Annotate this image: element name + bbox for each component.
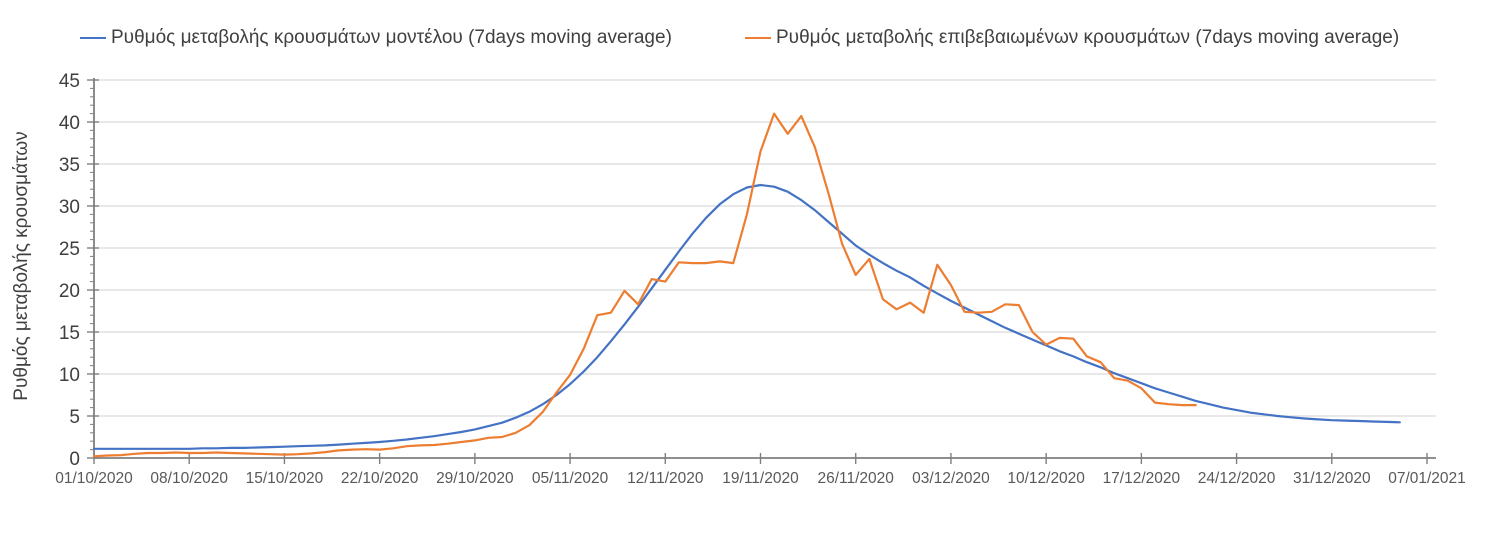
x-tick-label: 17/12/2020: [1103, 470, 1181, 487]
y-tick-label: 5: [69, 407, 80, 428]
series-line-confirmed: [92, 112, 1197, 458]
x-tick-label: 19/11/2020: [722, 470, 799, 487]
x-tick-label: 31/12/2020: [1293, 470, 1371, 487]
series-line-model: [92, 183, 1401, 450]
x-tick-label: 10/12/2020: [1007, 470, 1085, 487]
x-tick-label: 22/10/2020: [341, 470, 419, 487]
legend-item-model: Ρυθμός μεταβολής κρουσμάτων μοντέλου (7d…: [80, 27, 672, 49]
x-tick-label: 29/10/2020: [436, 470, 514, 487]
x-tick-label: 26/11/2020: [817, 470, 894, 487]
y-tick-label: 30: [59, 197, 80, 218]
x-tick-label: 05/11/2020: [532, 470, 609, 487]
x-tick-label: 24/12/2020: [1198, 470, 1276, 487]
x-tick-label: 01/10/2020: [55, 470, 133, 487]
legend-item-confirmed: Ρυθμός μεταβολής επιβεβαιωμένων κρουσμάτ…: [745, 27, 1399, 49]
x-tick-label: 07/01/2021: [1388, 470, 1466, 487]
y-tick-label: 10: [59, 365, 80, 386]
legend-label-model: Ρυθμός μεταβολής κρουσμάτων μοντέλου (7d…: [111, 27, 672, 48]
legend: Ρυθμός μεταβολής κρουσμάτων μοντέλου (7d…: [0, 27, 1485, 53]
legend-line-icon-confirmed: [745, 37, 771, 39]
y-tick-label: 35: [59, 155, 80, 176]
y-tick-label: 40: [59, 113, 80, 134]
x-tick-label: 03/12/2020: [912, 470, 990, 487]
y-tick-label: 45: [59, 71, 80, 92]
x-tick-label: 12/11/2020: [627, 470, 704, 487]
x-tick-label: 08/10/2020: [150, 470, 228, 487]
y-tick-label: 20: [59, 281, 80, 302]
legend-line-icon-model: [80, 37, 106, 39]
x-tick-label: 15/10/2020: [246, 470, 324, 487]
y-tick-label: 0: [69, 449, 80, 470]
y-tick-label: 25: [59, 239, 80, 260]
y-tick-label: 15: [59, 323, 80, 344]
legend-label-confirmed: Ρυθμός μεταβολής επιβεβαιωμένων κρουσμάτ…: [776, 27, 1400, 48]
y-axis-title: Ρυθμός μεταβολής κρουσμάτων: [11, 131, 32, 401]
